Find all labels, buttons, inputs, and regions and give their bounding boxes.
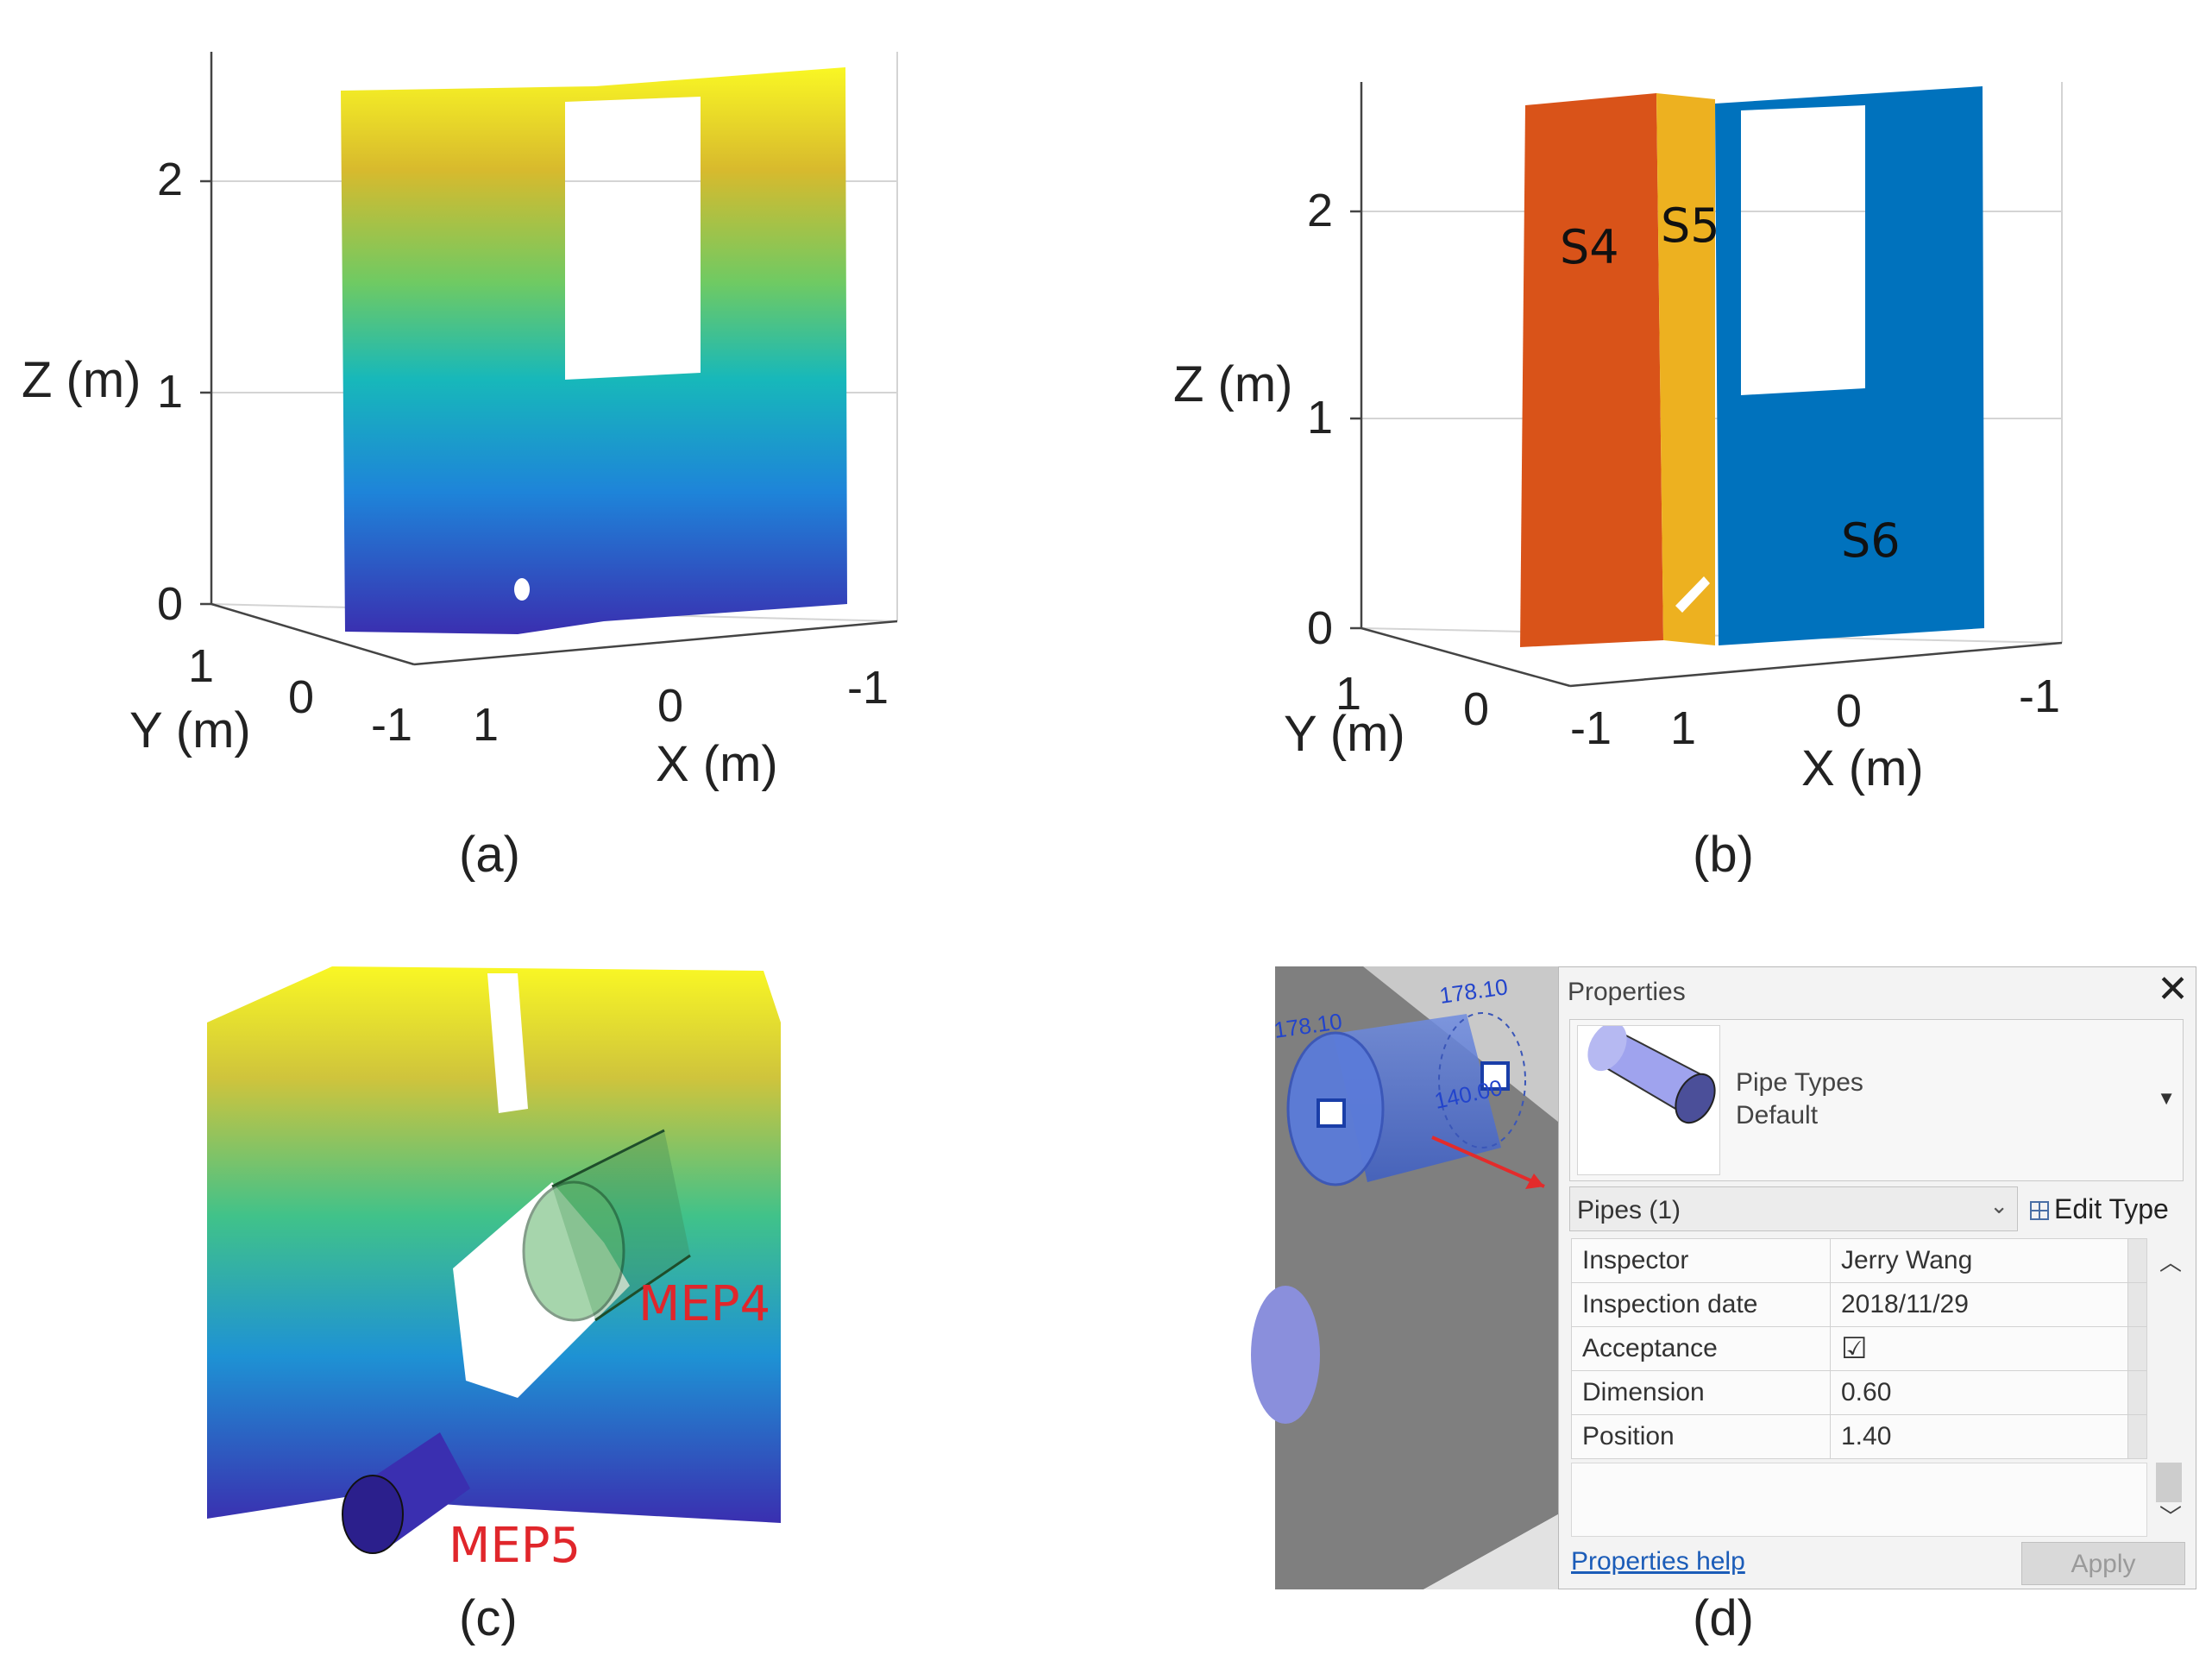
property-value[interactable]: Jerry Wang bbox=[1830, 1238, 2128, 1283]
panel-c-caption: (c) bbox=[459, 1590, 518, 1646]
panel-a-ylabel: Y (m) bbox=[129, 702, 251, 758]
panel-d-caption: (d) bbox=[1693, 1590, 1754, 1646]
panel-a-xtick: 0 bbox=[657, 680, 683, 732]
panel-a-ytick: -1 bbox=[371, 699, 412, 751]
panel-b-axes bbox=[1350, 82, 2063, 688]
properties-help-link[interactable]: Properties help bbox=[1571, 1547, 1745, 1576]
instance-filter-value: Pipes (1) bbox=[1577, 1196, 1681, 1224]
segment-s4-cloud bbox=[1520, 93, 1663, 647]
instance-filter-select[interactable]: Pipes (1) ⌄ bbox=[1569, 1186, 2018, 1231]
properties-title: Properties bbox=[1568, 978, 1686, 1006]
pipe-grip-handle[interactable] bbox=[1317, 1098, 1346, 1128]
type-name: Pipe Types bbox=[1736, 1068, 1863, 1097]
edit-type-label: Edit Type bbox=[2054, 1193, 2169, 1224]
properties-scrollbar[interactable]: ︿ ﹀ bbox=[2154, 1238, 2184, 1537]
panel-a-xtick: -1 bbox=[847, 662, 889, 714]
panel-b-caption: (b) bbox=[1693, 827, 1754, 883]
panel-a-ztick: 0 bbox=[157, 578, 183, 630]
properties-empty-area bbox=[1571, 1463, 2147, 1537]
mep5-label: MEP5 bbox=[449, 1518, 581, 1574]
panel-a-ytick: 1 bbox=[188, 640, 214, 692]
pipe-direction-arrow bbox=[1431, 1136, 1545, 1188]
row-scroll-cell bbox=[2127, 1282, 2147, 1327]
mep5-cylinder bbox=[342, 1432, 470, 1554]
panel-b: S4 S5 S6 2 1 0 1 0 -1 1 0 -1 Z (m) Y (m)… bbox=[1173, 82, 2063, 883]
panel-c: MEP4 MEP5 (c) bbox=[207, 966, 781, 1646]
panel-b-ztick: 1 bbox=[1307, 392, 1333, 444]
panel-b-ytick: 1 bbox=[1335, 668, 1361, 720]
close-icon[interactable]: ✕ bbox=[2157, 968, 2189, 1010]
table-row: Acceptance ☑ bbox=[1571, 1326, 2147, 1371]
panel-a: 2 1 0 1 0 -1 1 0 -1 Z (m) Y (m) X (m) (a… bbox=[22, 52, 898, 883]
properties-titlebar: Properties ✕ bbox=[1559, 967, 2196, 1017]
type-subname: Default bbox=[1736, 1101, 1819, 1130]
mep4-cylinder bbox=[522, 1129, 691, 1322]
panel-d-3d-view: 178.10 178.10 140.00 bbox=[1251, 966, 1558, 1589]
panel-a-caption: (a) bbox=[459, 827, 520, 883]
property-key: Dimension bbox=[1571, 1370, 1831, 1415]
row-scroll-cell bbox=[2127, 1370, 2147, 1415]
panel-a-xlabel: X (m) bbox=[656, 736, 778, 792]
property-value[interactable]: 1.40 bbox=[1830, 1414, 2128, 1459]
chevron-down-icon[interactable]: ▼ bbox=[2157, 1087, 2176, 1109]
panel-a-ytick: 0 bbox=[288, 671, 314, 723]
panel-a-ztick: 1 bbox=[157, 366, 183, 418]
segment-s6-cloud bbox=[1715, 86, 1984, 645]
row-scroll-cell bbox=[2127, 1414, 2147, 1459]
panel-b-ytick: 0 bbox=[1463, 683, 1489, 735]
panel-b-zlabel: Z (m) bbox=[1173, 356, 1293, 412]
property-key: Acceptance bbox=[1571, 1326, 1831, 1371]
table-row: Inspection date 2018/11/29 bbox=[1571, 1282, 2147, 1327]
arrow-head-icon bbox=[1525, 1174, 1544, 1189]
property-key: Position bbox=[1571, 1414, 1831, 1459]
panel-b-xlabel: X (m) bbox=[1801, 740, 1924, 796]
row-scroll-cell bbox=[2127, 1238, 2147, 1283]
properties-table: Inspector Jerry Wang Inspection date 201… bbox=[1571, 1238, 2147, 1459]
chevron-down-icon: ⌄ bbox=[1989, 1192, 2008, 1218]
panel-a-pipe-hole bbox=[514, 578, 530, 601]
table-row: Position 1.40 bbox=[1571, 1414, 2147, 1459]
table-row: Dimension 0.60 bbox=[1571, 1370, 2147, 1415]
other-pipe[interactable] bbox=[1251, 1286, 1320, 1424]
type-selector[interactable]: Pipe Types Default ▼ bbox=[1569, 1019, 2184, 1181]
panel-a-ztick: 2 bbox=[157, 154, 183, 205]
property-key: Inspection date bbox=[1571, 1282, 1831, 1327]
segment-label-s4: S4 bbox=[1560, 220, 1619, 274]
panel-c-slot bbox=[487, 973, 528, 1113]
panel-a-xtick: 1 bbox=[473, 699, 499, 751]
panel-b-xtick: 1 bbox=[1670, 702, 1696, 754]
panel-a-zlabel: Z (m) bbox=[22, 352, 141, 408]
property-value[interactable]: 2018/11/29 bbox=[1830, 1282, 2128, 1327]
panel-a-wall-cloud bbox=[341, 67, 847, 634]
panel-b-ytick: -1 bbox=[1570, 702, 1612, 754]
acceptance-checkbox[interactable]: ☑ bbox=[1830, 1326, 2128, 1371]
edit-type-icon bbox=[2030, 1201, 2049, 1220]
panel-b-ztick: 2 bbox=[1307, 185, 1333, 236]
pipe-grip-handle[interactable] bbox=[1480, 1061, 1510, 1091]
panel-b-ztick: 0 bbox=[1307, 602, 1333, 654]
panel-b-ylabel: Y (m) bbox=[1284, 706, 1405, 762]
panel-b-xtick: 0 bbox=[1836, 685, 1862, 737]
panel-b-xtick: -1 bbox=[2019, 670, 2060, 722]
segment-label-s5: S5 bbox=[1661, 198, 1720, 253]
segment-s5-cloud bbox=[1656, 93, 1715, 645]
properties-palette: Properties ✕ Pipe Types Default ▼ Pipes … bbox=[1558, 966, 2196, 1589]
panel-a-axes bbox=[200, 52, 898, 666]
mep4-label: MEP4 bbox=[638, 1276, 770, 1332]
table-row: Inspector Jerry Wang bbox=[1571, 1238, 2147, 1283]
pipe-type-thumbnail bbox=[1577, 1022, 1720, 1175]
chevron-down-icon[interactable]: ﹀ bbox=[2159, 1504, 2183, 1530]
apply-button[interactable]: Apply bbox=[2021, 1542, 2185, 1585]
scrollbar-thumb[interactable] bbox=[2156, 1463, 2182, 1502]
panel-b-pipe-hole bbox=[1675, 576, 1710, 613]
segment-label-s6: S6 bbox=[1841, 513, 1901, 568]
row-scroll-cell bbox=[2127, 1326, 2147, 1371]
property-key: Inspector bbox=[1571, 1238, 1831, 1283]
pipe-icon bbox=[1587, 1022, 1716, 1124]
edit-type-button[interactable]: Edit Type bbox=[2030, 1193, 2169, 1225]
chevron-up-icon[interactable]: ︿ bbox=[2159, 1249, 2183, 1275]
property-value[interactable]: 0.60 bbox=[1830, 1370, 2128, 1415]
